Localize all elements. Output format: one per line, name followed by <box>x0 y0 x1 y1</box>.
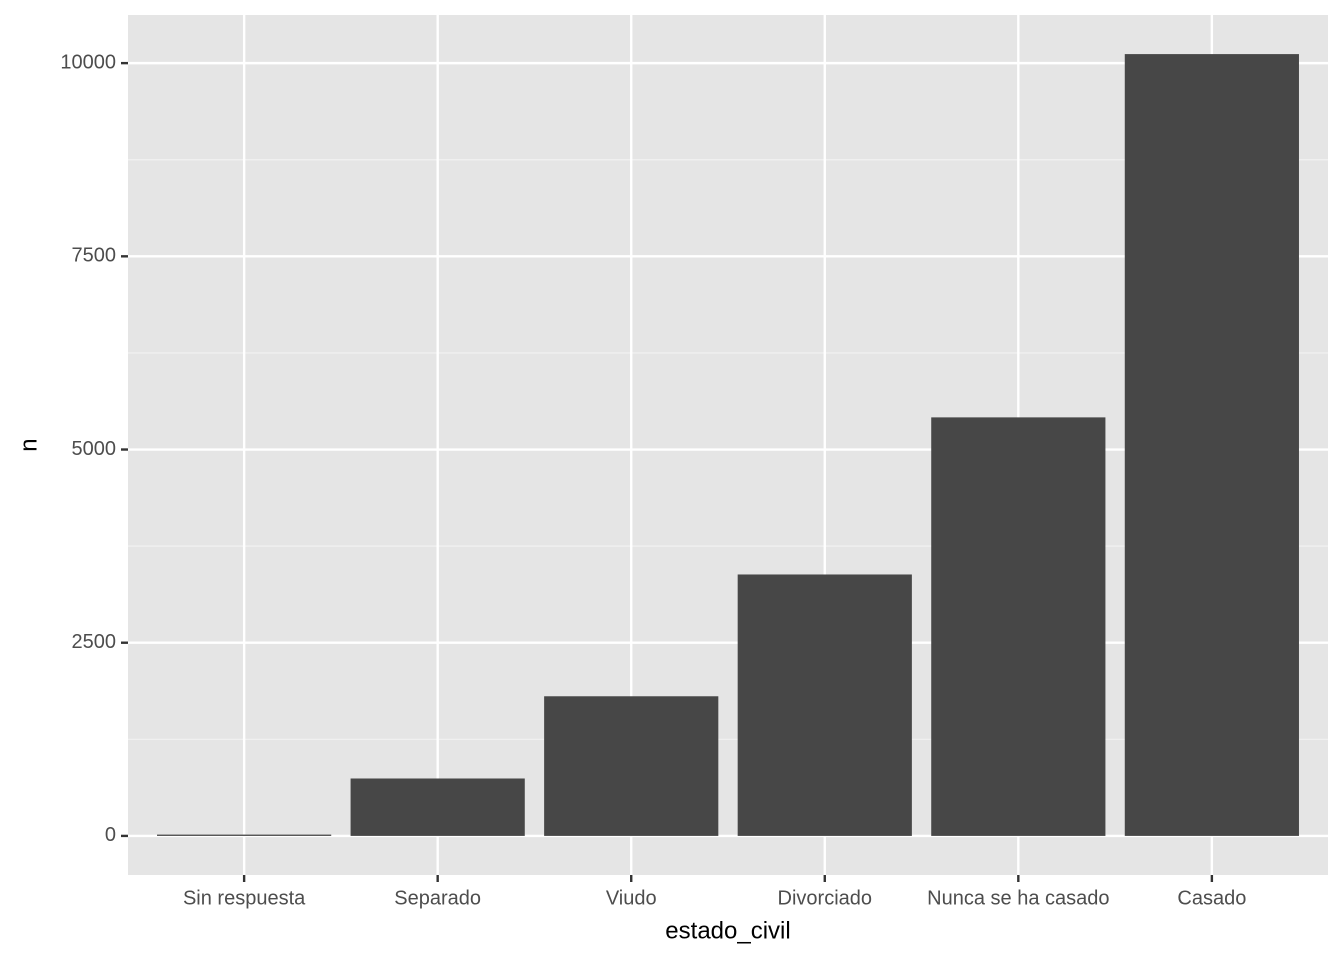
x-tick-label: Separado <box>394 887 481 909</box>
x-tick-label: Sin respuesta <box>183 887 306 909</box>
bar <box>350 778 525 836</box>
y-tick-label: 5000 <box>72 438 117 460</box>
bar <box>1124 54 1299 836</box>
y-tick-label: 10000 <box>60 51 116 73</box>
bar <box>157 834 332 836</box>
bar <box>931 417 1106 836</box>
bar <box>544 696 719 836</box>
x-tick-label: Nunca se ha casado <box>927 887 1109 909</box>
y-tick-label: 2500 <box>72 631 117 653</box>
y-tick-label: 0 <box>105 824 116 846</box>
y-axis-title: n <box>15 438 42 451</box>
x-tick-label: Divorciado <box>778 887 872 909</box>
x-tick-label: Viudo <box>606 887 657 909</box>
x-axis-title: estado_civil <box>665 917 790 944</box>
bar <box>737 574 912 836</box>
y-tick-label: 7500 <box>72 245 117 267</box>
x-tick-label: Casado <box>1177 887 1246 909</box>
